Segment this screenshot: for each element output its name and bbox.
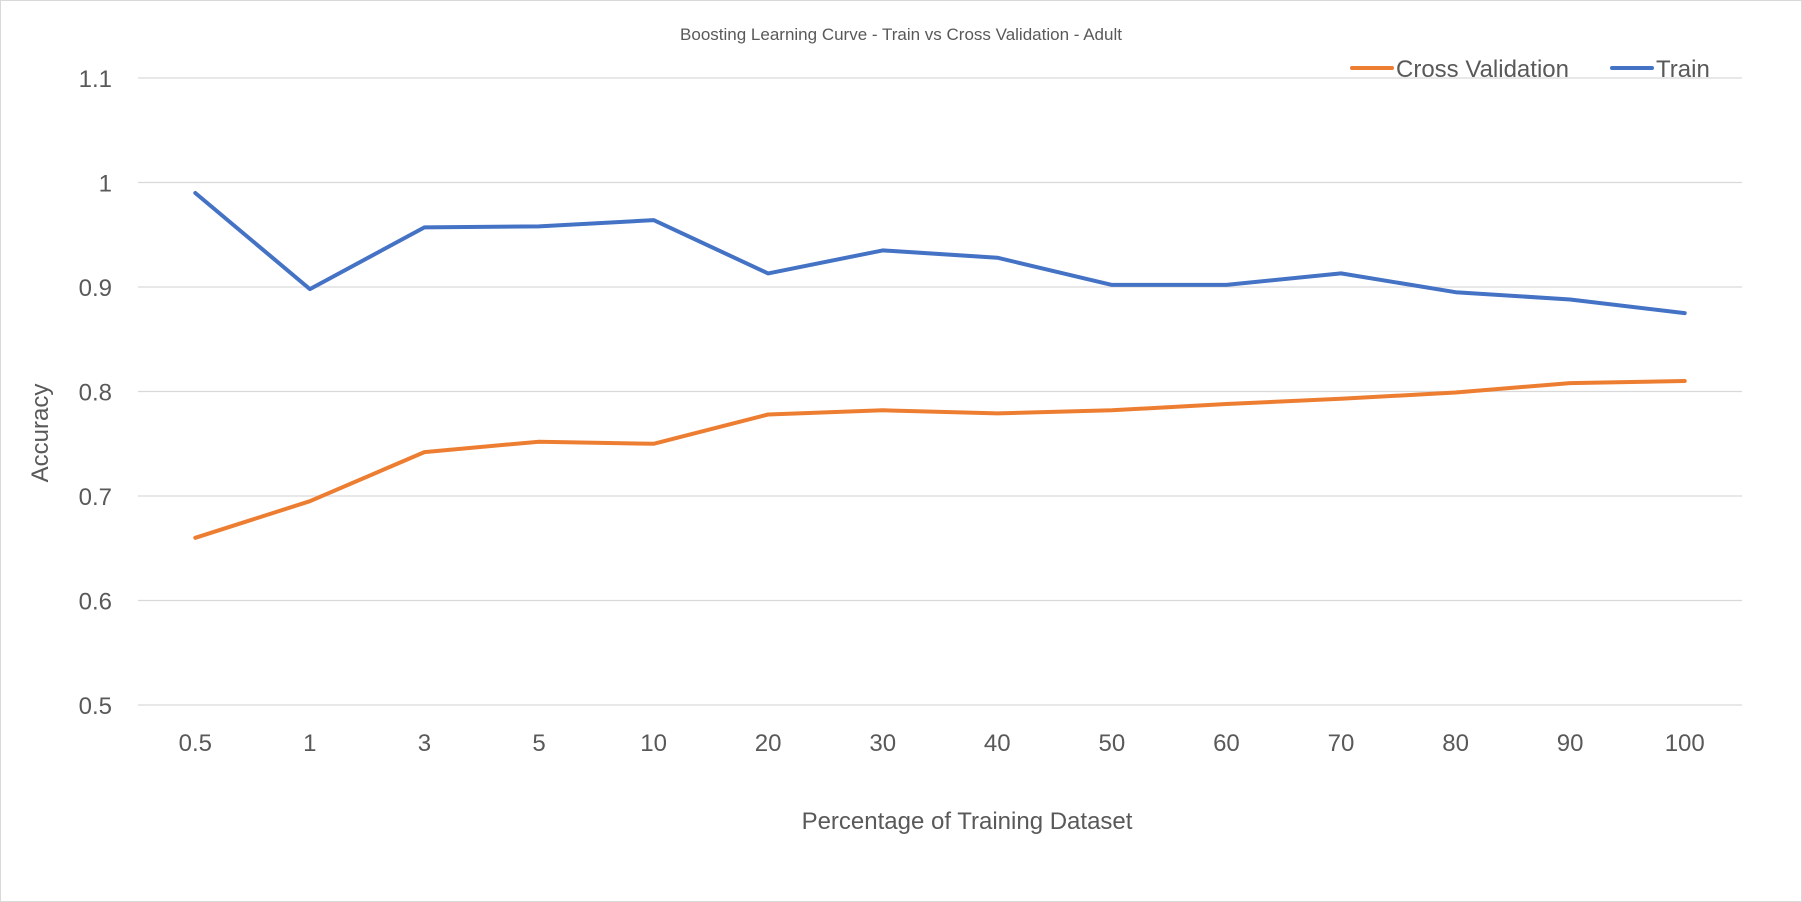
x-axis-title: Percentage of Training Dataset <box>802 808 1133 835</box>
chart-title: Boosting Learning Curve - Train vs Cross… <box>680 25 1122 44</box>
x-tick-label: 0.5 <box>179 730 212 757</box>
y-tick-label: 0.7 <box>79 484 112 511</box>
x-axis-ticks: 0.5 1 3 5 10 20 30 40 50 60 70 80 90 100 <box>179 730 1705 757</box>
y-tick-label: 0.9 <box>79 275 112 302</box>
x-tick-label: 50 <box>1099 730 1126 757</box>
x-tick-label: 1 <box>303 730 316 757</box>
y-axis-title: Accuracy <box>27 384 54 483</box>
y-tick-label: 1 <box>99 171 112 198</box>
y-tick-label: 0.5 <box>79 693 112 720</box>
y-tick-label: 0.8 <box>79 380 112 407</box>
x-tick-label: 60 <box>1213 730 1240 757</box>
y-tick-label: 1.1 <box>79 66 112 93</box>
x-tick-label: 10 <box>640 730 667 757</box>
x-tick-label: 70 <box>1328 730 1355 757</box>
y-axis-ticks: 1.1 1 0.9 0.8 0.7 0.6 0.5 <box>79 66 112 720</box>
series-lines <box>193 191 1687 540</box>
x-tick-label: 100 <box>1665 730 1705 757</box>
gridlines <box>138 77 1742 706</box>
x-tick-label: 20 <box>755 730 782 757</box>
series-line-cross-validation <box>193 379 1687 540</box>
x-tick-label: 3 <box>418 730 431 757</box>
series-line-train <box>193 191 1687 316</box>
y-tick-label: 0.6 <box>79 589 112 616</box>
x-tick-label: 90 <box>1557 730 1584 757</box>
x-tick-label: 40 <box>984 730 1011 757</box>
x-tick-label: 5 <box>532 730 545 757</box>
x-tick-label: 80 <box>1442 730 1469 757</box>
legend-label-train: Train <box>1656 56 1710 83</box>
x-tick-label: 30 <box>869 730 896 757</box>
legend: Cross Validation Train <box>1350 56 1710 83</box>
legend-label-cross-validation: Cross Validation <box>1396 56 1569 83</box>
